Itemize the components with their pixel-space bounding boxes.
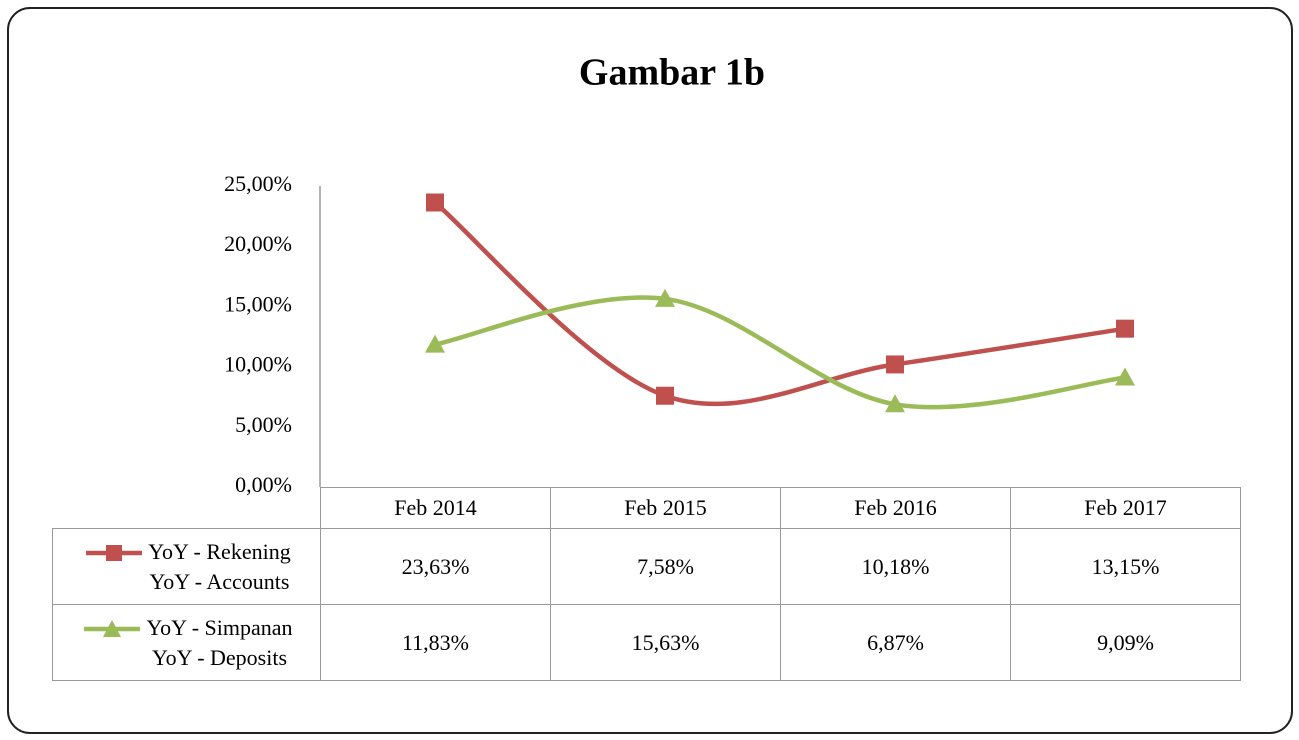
header-row: Feb 2014 Feb 2015 Feb 2016 Feb 2017 [52, 487, 1241, 529]
legend-icon [86, 544, 143, 561]
marker [656, 386, 674, 405]
marker [425, 334, 445, 353]
series-line [434, 295, 1126, 410]
legend-icon [84, 619, 141, 637]
legend-marker [106, 544, 123, 561]
legend-entry: YoY - Simpanan YoY - Deposits [53, 613, 320, 673]
series-row: YoY - Rekening YoY - Accounts 23,63% 7,58%… [52, 528, 1241, 605]
x-tick-label: Feb 2014 [320, 487, 551, 529]
marker [426, 193, 444, 212]
data-table: Feb 2014 Feb 2015 Feb 2016 Feb 2017 YoY - Re… [52, 487, 1241, 681]
data-label: 11,83% [320, 604, 551, 681]
x-tick-label: Feb 2017 [1010, 487, 1241, 529]
corner-cell [52, 487, 321, 529]
series-line [433, 200, 1126, 407]
data-label: 23,63% [320, 528, 551, 605]
marker [886, 355, 904, 374]
data-label: 10,18% [780, 528, 1011, 605]
chart-title: Gambar 1b [579, 52, 765, 94]
x-tick-label: Feb 2016 [780, 487, 1011, 529]
data-label: 9,09% [1010, 604, 1241, 681]
legend-label: YoY - Simpanan YoY - Deposits [146, 614, 293, 670]
x-tick-label: Feb 2015 [550, 487, 781, 529]
legend-label: YoY - Rekening YoY - Accounts [148, 538, 291, 594]
legend-entry: YoY - Rekening YoY - Accounts [53, 537, 320, 597]
marker [655, 288, 675, 307]
legend-cell: YoY - Rekening YoY - Accounts [52, 528, 321, 605]
y-tick-label: 20,00% [224, 231, 292, 256]
marker [1116, 319, 1134, 338]
y-tick-label: 5,00% [235, 412, 292, 437]
data-label: 15,63% [550, 604, 781, 681]
data-label: 6,87% [780, 604, 1011, 681]
series-row: YoY - Simpanan YoY - Deposits 11,83% 15,63… [52, 604, 1241, 681]
data-label: 13,15% [1010, 528, 1241, 605]
legend-cell: YoY - Simpanan YoY - Deposits [52, 604, 321, 681]
legend-marker [103, 619, 122, 637]
data-label: 7,58% [550, 528, 781, 605]
marker [885, 394, 905, 413]
y-tick-label: 15,00% [224, 291, 292, 316]
y-tick-label: 25,00% [224, 171, 292, 196]
marker [1115, 367, 1135, 386]
y-tick-label: 10,00% [224, 352, 292, 377]
